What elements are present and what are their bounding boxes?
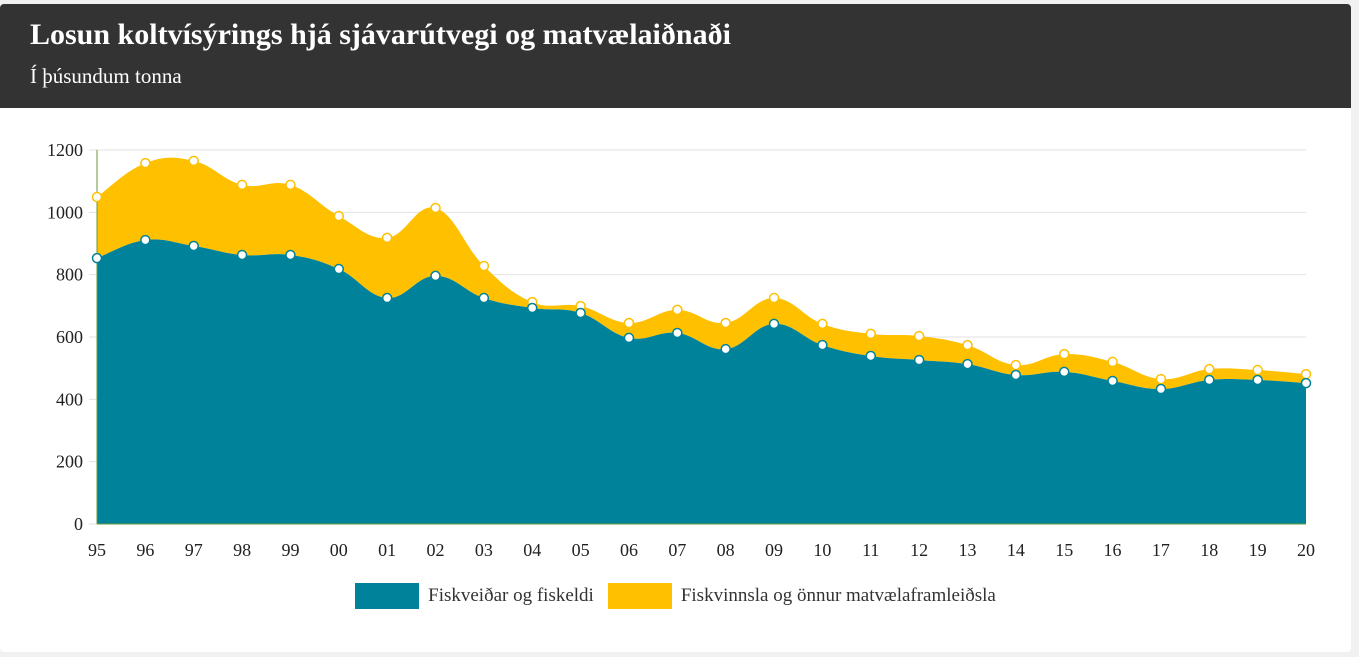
data-point-series-1 [720, 317, 731, 329]
y-tick-label: 600 [56, 327, 83, 347]
data-point-series-1 [91, 191, 103, 203]
legend: Fiskveiðar og fiskeldi Fiskvinnsla og ön… [0, 583, 1351, 609]
x-tick-label: 08 [717, 540, 735, 560]
x-tick-label: 13 [958, 540, 976, 560]
data-point-series-0 [720, 343, 731, 355]
data-point-series-0 [285, 249, 296, 261]
legend-label: Fiskveiðar og fiskeldi [428, 585, 594, 606]
data-point-series-0 [1204, 374, 1215, 386]
data-point-series-1 [865, 328, 877, 340]
x-tick-label: 98 [233, 540, 251, 560]
data-point-series-0 [236, 249, 248, 261]
data-point-series-1 [768, 292, 780, 304]
x-tick-label: 07 [668, 540, 686, 560]
data-point-series-1 [1010, 359, 1022, 371]
x-tick-label: 02 [427, 540, 445, 560]
data-point-series-1 [236, 179, 248, 191]
x-tick-label: 20 [1297, 540, 1315, 560]
data-point-series-1 [1252, 364, 1263, 376]
legend-label: Fiskvinnsla og önnur matvælaframleiðsla [680, 585, 996, 606]
x-tick-label: 10 [813, 540, 831, 560]
chart-title: Losun koltvísýrings hjá sjávarútvegi og … [30, 18, 731, 51]
x-tick-label: 16 [1104, 540, 1122, 560]
x-tick-label: 99 [281, 540, 299, 560]
data-point-series-0 [962, 358, 973, 370]
legend-item-series-1[interactable]: Fiskvinnsla og önnur matvælaframleiðsla [607, 583, 996, 609]
x-tick-label: 00 [330, 540, 348, 560]
data-point-series-0 [430, 270, 441, 282]
y-tick-label: 0 [74, 514, 83, 534]
data-point-series-1 [1300, 368, 1312, 380]
x-tick-label: 04 [523, 540, 541, 560]
y-tick-label: 1200 [47, 140, 83, 160]
x-tick-label: 03 [475, 540, 493, 560]
data-point-series-0 [1058, 366, 1070, 378]
data-point-series-1 [623, 317, 635, 329]
data-point-series-1 [478, 260, 490, 272]
data-point-series-0 [526, 302, 538, 314]
x-tick-label: 01 [378, 540, 396, 560]
series-area-1 [97, 157, 1306, 390]
data-point-series-0 [575, 307, 586, 319]
data-point-series-0 [768, 318, 780, 330]
data-point-series-1 [672, 304, 683, 316]
data-point-series-0 [817, 339, 828, 351]
x-tick-label: 06 [620, 540, 638, 560]
y-tick-label: 1000 [47, 202, 83, 222]
data-point-series-1 [1155, 373, 1167, 385]
data-point-series-0 [333, 263, 345, 275]
legend-swatch [355, 583, 420, 609]
area-chart: 0 200 400 600 800 1000 1200 95 96 97 98 99 00 01 02 03 0… [47, 140, 1315, 560]
x-tick-label: 15 [1055, 540, 1073, 560]
x-tick-label: 19 [1249, 540, 1267, 560]
legend-item-series-0[interactable]: Fiskveiðar og fiskeldi [355, 583, 594, 609]
x-tick-label: 14 [1007, 540, 1025, 560]
data-point-series-1 [817, 318, 828, 330]
series-area-0 [97, 239, 1306, 524]
data-point-series-0 [672, 327, 683, 339]
y-tick-label: 800 [56, 265, 83, 285]
x-tick-label: 09 [765, 540, 783, 560]
data-point-series-1 [285, 179, 296, 191]
data-point-series-1 [1204, 363, 1215, 375]
x-tick-label: 12 [910, 540, 928, 560]
x-tick-label: 05 [572, 540, 590, 560]
data-point-series-0 [623, 332, 635, 344]
x-tick-label: 11 [862, 540, 879, 560]
chart-header: Losun koltvísýrings hjá sjávarútvegi og … [0, 4, 1351, 108]
chart-card: Losun koltvísýrings hjá sjávarútvegi og … [0, 4, 1351, 652]
data-point-series-0 [1155, 383, 1167, 395]
data-point-series-1 [333, 210, 345, 222]
data-point-series-0 [188, 240, 199, 252]
data-point-series-0 [91, 252, 103, 264]
data-point-series-1 [962, 339, 973, 351]
data-point-series-1 [381, 232, 393, 244]
data-point-series-0 [913, 354, 925, 366]
data-point-series-1 [1058, 348, 1070, 360]
y-tick-label: 400 [56, 389, 83, 409]
legend-swatch [607, 583, 672, 609]
data-point-series-1 [913, 330, 925, 342]
data-point-series-1 [188, 155, 199, 167]
x-tick-label: 96 [136, 540, 154, 560]
data-point-series-0 [1252, 374, 1263, 386]
data-point-series-0 [865, 350, 877, 362]
data-point-series-1 [140, 157, 151, 169]
data-point-series-1 [430, 202, 441, 214]
data-point-series-0 [1010, 369, 1022, 381]
data-point-series-0 [1107, 375, 1118, 387]
x-tick-label: 95 [88, 540, 106, 560]
data-point-series-1 [1107, 356, 1118, 368]
data-point-series-0 [1300, 377, 1312, 389]
data-point-series-0 [478, 292, 490, 304]
y-tick-label: 200 [56, 452, 83, 472]
data-point-series-0 [140, 234, 151, 246]
x-tick-label: 97 [185, 540, 203, 560]
chart-subtitle: Í þúsundum tonna [30, 64, 182, 88]
data-point-series-0 [381, 292, 393, 304]
x-tick-label: 17 [1152, 540, 1170, 560]
x-tick-label: 18 [1200, 540, 1218, 560]
